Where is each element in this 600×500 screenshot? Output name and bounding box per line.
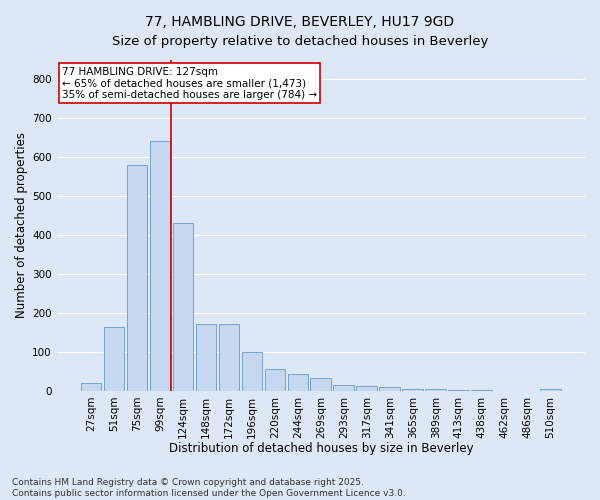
Text: Size of property relative to detached houses in Beverley: Size of property relative to detached ho… [112, 35, 488, 48]
Bar [310, 378, 331, 391]
Bar [218, 324, 239, 391]
Bar [334, 385, 354, 391]
Y-axis label: Number of detached properties: Number of detached properties [15, 132, 28, 318]
X-axis label: Distribution of detached houses by size in Beverley: Distribution of detached houses by size … [169, 442, 473, 455]
Bar [356, 386, 377, 391]
Text: 77 HAMBLING DRIVE: 127sqm
← 65% of detached houses are smaller (1,473)
35% of se: 77 HAMBLING DRIVE: 127sqm ← 65% of detac… [62, 66, 317, 100]
Bar [448, 390, 469, 391]
Bar [173, 224, 193, 391]
Bar [196, 324, 216, 391]
Text: Contains HM Land Registry data © Crown copyright and database right 2025.
Contai: Contains HM Land Registry data © Crown c… [12, 478, 406, 498]
Bar [265, 370, 285, 391]
Bar [287, 374, 308, 391]
Bar [80, 383, 101, 391]
Bar [242, 352, 262, 391]
Bar [403, 389, 423, 391]
Bar [149, 140, 170, 391]
Bar [379, 387, 400, 391]
Bar [541, 389, 561, 391]
Text: 77, HAMBLING DRIVE, BEVERLEY, HU17 9GD: 77, HAMBLING DRIVE, BEVERLEY, HU17 9GD [145, 15, 455, 29]
Bar [127, 165, 148, 391]
Bar [425, 390, 446, 391]
Bar [104, 326, 124, 391]
